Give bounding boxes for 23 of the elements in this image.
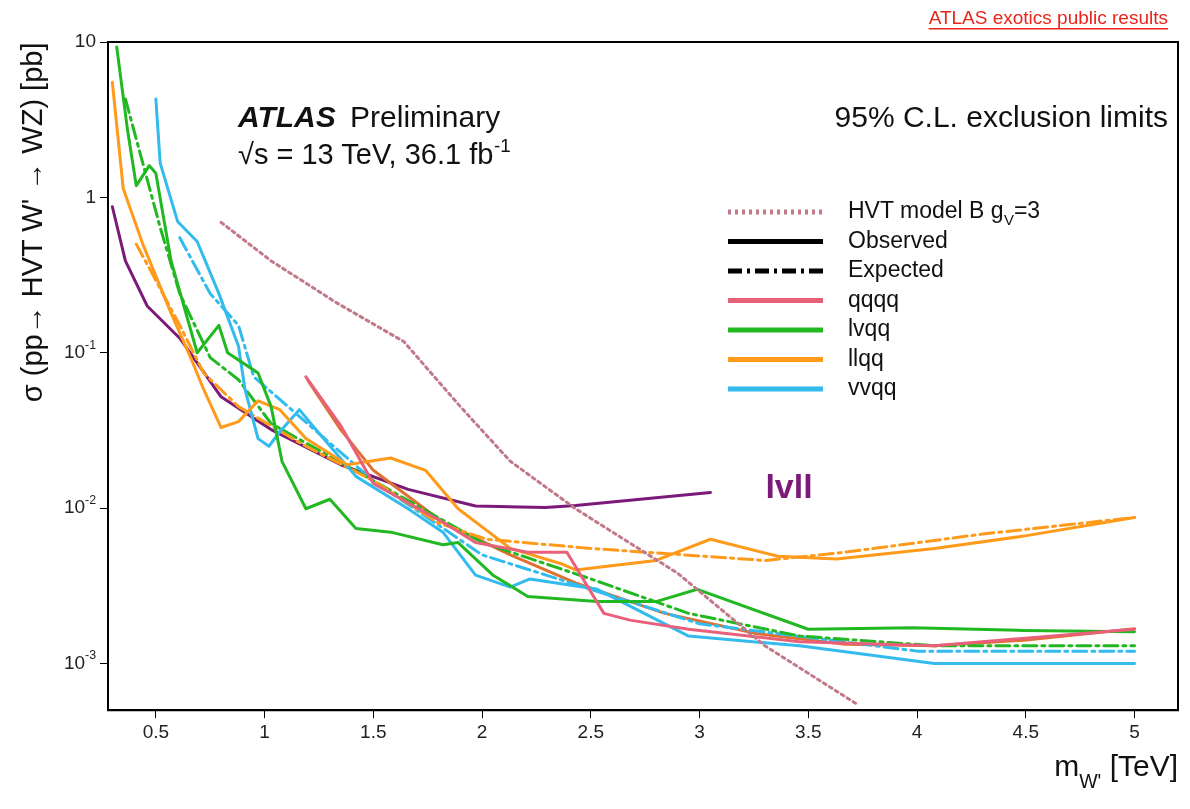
legend-label: Expected — [848, 256, 944, 283]
x-tick-label: 4.5 — [1012, 720, 1039, 742]
x-tick-label: 1.5 — [360, 720, 387, 742]
x-tick-label: 0.5 — [142, 720, 170, 742]
x-tick-label: 2 — [476, 720, 488, 742]
legend-label: lvqq — [848, 315, 891, 342]
annotation: lvll — [765, 466, 813, 505]
text: ATLAS exotics public results — [928, 7, 1168, 28]
legend-label: Observed — [848, 226, 948, 253]
legend-label: llqq — [848, 344, 884, 371]
y-tick-label: 10 — [74, 30, 97, 52]
x-tick-label: 3.5 — [795, 720, 822, 742]
annotation: 95% C.L. exclusion limits — [834, 100, 1169, 133]
x-tick-label: 2.5 — [577, 720, 605, 742]
legend-label: qqqq — [848, 285, 900, 312]
x-tick-label: 4 — [911, 720, 923, 742]
x-tick-label: 5 — [1129, 720, 1140, 742]
x-tick-label: 3 — [694, 720, 705, 742]
x-tick-label: 1 — [259, 720, 270, 742]
legend-label: vvqq — [848, 374, 897, 401]
y-axis-title: σ (pp→ HVT W' → WZ) [pb] — [16, 42, 48, 403]
text: ATLAS Preliminary — [237, 100, 501, 133]
y-tick-label: 1 — [85, 185, 97, 207]
